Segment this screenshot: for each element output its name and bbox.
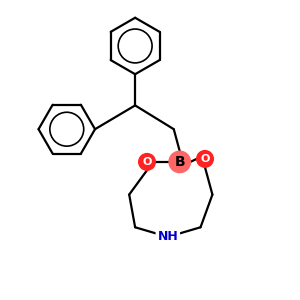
Circle shape [139,154,155,170]
Text: B: B [174,155,185,169]
Text: O: O [142,157,152,167]
Text: O: O [200,154,210,164]
Circle shape [197,151,213,167]
Text: NH: NH [158,230,178,243]
Circle shape [169,151,190,172]
